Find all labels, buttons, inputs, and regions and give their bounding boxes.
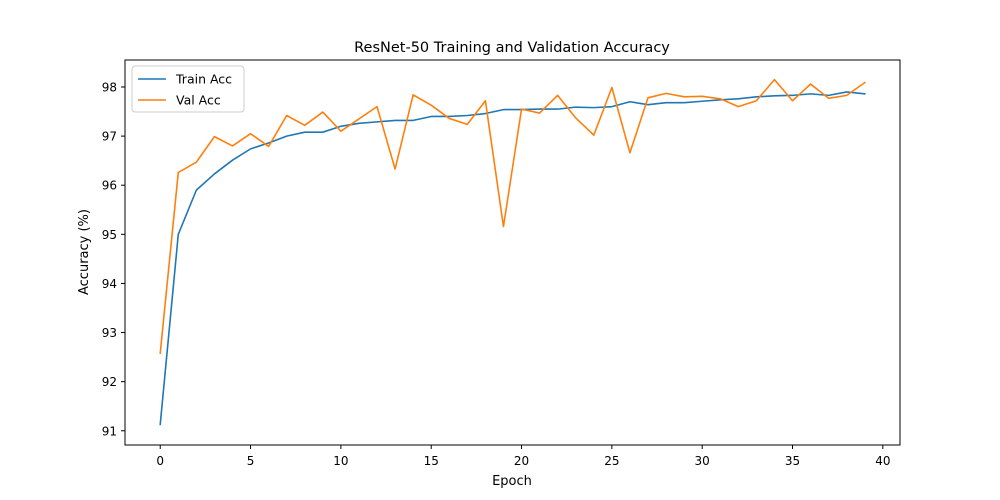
series-layer — [159, 78, 866, 426]
y-tick-label: 98 — [102, 81, 117, 95]
y-axis-label: Accuracy (%) — [77, 209, 92, 295]
legend-label-1: Train Acc — [175, 72, 232, 87]
x-tick-label: 40 — [875, 454, 890, 468]
x-tick-label: 15 — [424, 454, 439, 468]
plot-frame — [124, 59, 901, 446]
x-tick-label: 10 — [333, 454, 348, 468]
y-tick-label: 93 — [102, 326, 117, 340]
x-tick-label: 30 — [695, 454, 710, 468]
x-tick-label: 35 — [785, 454, 800, 468]
series-line-1 — [159, 91, 866, 426]
y-tick-label: 96 — [102, 179, 117, 193]
y-tick-label: 95 — [102, 228, 117, 242]
x-axis-label: Epoch — [492, 474, 532, 489]
x-axis: 0 5 10 15 20 25 30 35 40 — [156, 445, 890, 468]
legend: Train Acc Val Acc — [131, 65, 245, 113]
y-tick-label: 94 — [102, 277, 117, 291]
y-tick-label: 91 — [102, 424, 117, 438]
x-tick-label: 5 — [247, 454, 255, 468]
y-tick-label: 97 — [102, 130, 117, 144]
y-axis: 91 92 93 94 95 96 97 98 — [102, 81, 125, 438]
series-line-2 — [159, 78, 866, 355]
chart-title: ResNet-50 Training and Validation Accura… — [354, 40, 670, 56]
x-tick-label: 20 — [514, 454, 529, 468]
x-tick-label: 25 — [604, 454, 619, 468]
x-tick-label: 0 — [156, 454, 164, 468]
y-tick-label: 92 — [102, 375, 117, 389]
legend-label-2: Val Acc — [176, 93, 221, 108]
